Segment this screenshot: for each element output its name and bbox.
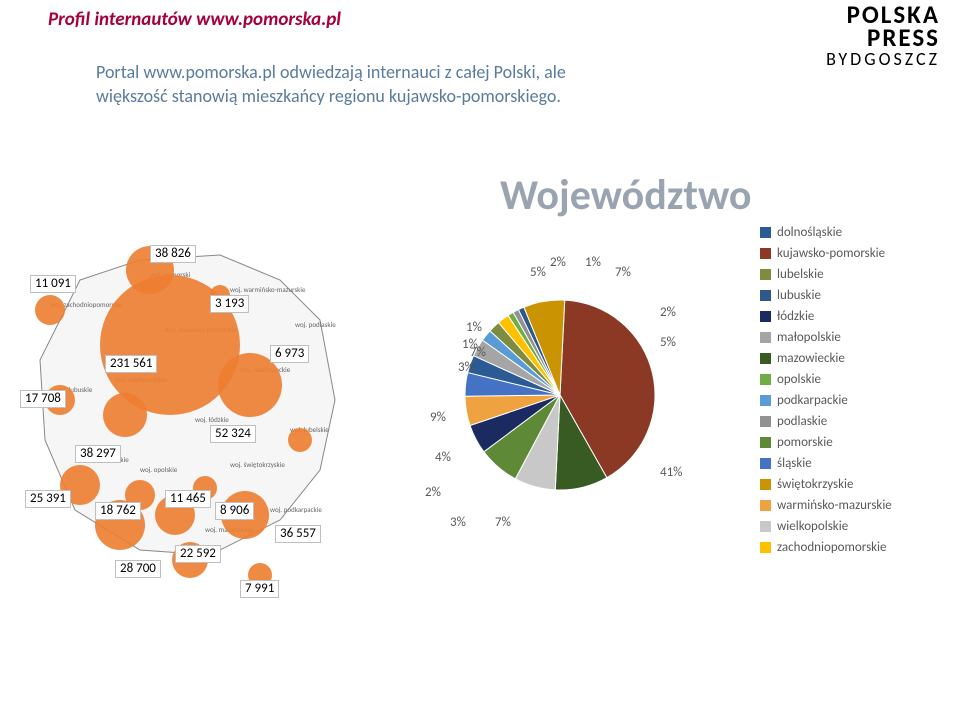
legend-label: śląskie [777,456,812,471]
map-value-label: 52 324 [210,425,256,443]
pie-label: 2% [550,255,566,270]
pie-label: 3% [458,360,474,375]
map-value-label: 22 592 [175,545,221,563]
map-value-label: 18 762 [95,502,141,520]
legend-label: dolnośląskie [777,225,842,240]
pie-chart: 41%9%7%7%5%5%4%3%3%2%2%2%1%1%1%7% [440,275,680,515]
legend-item: zachodniopomorskie [760,540,892,555]
legend-swatch [760,332,771,343]
legend-swatch [760,311,771,322]
legend-label: warmińsko-mazurskie [777,498,892,513]
legend-item: lubuskie [760,288,892,303]
map-value-label: 25 391 [25,490,71,508]
legend-label: pomorskie [777,435,833,450]
legend-swatch [760,290,771,301]
pie-label: 9% [430,410,446,425]
map-value-label: 11 465 [165,490,211,508]
map-value-label: 38 826 [150,245,196,263]
legend-item: śląskie [760,456,892,471]
page-subtitle: Portal www.pomorska.pl odwiedzają intern… [96,60,636,109]
legend-label: podkarpackie [777,393,848,408]
pie-label: 1% [585,255,601,270]
legend-swatch [760,227,771,238]
map-value-label: 17 708 [20,390,66,408]
pie-label: 5% [660,335,676,350]
chart-title: Województwo [500,170,752,221]
legend-item: dolnośląskie [760,225,892,240]
map-value-label: 11 091 [30,275,76,293]
legend-swatch [760,479,771,490]
legend-label: podlaskie [777,414,827,429]
map-value-label: 6 973 [270,345,309,363]
legend-item: podkarpackie [760,393,892,408]
legend-item: lubelskie [760,267,892,282]
map-bubble [288,428,312,452]
pie-label: 2% [660,305,676,320]
brand-block: POLSKA PRESS BYDGOSZCZ [826,4,940,67]
legend-label: wielkopolskie [777,519,848,534]
map-value-label: 231 561 [105,355,157,373]
legend-swatch [760,395,771,406]
map-bubble [103,393,147,437]
legend-item: pomorskie [760,435,892,450]
legend-item: łódzkie [760,309,892,324]
legend-item: małopolskie [760,330,892,345]
legend-item: podlaskie [760,414,892,429]
legend-swatch [760,458,771,469]
region-name: woj. warmińsko-mazurskie [230,285,305,294]
legend-label: świętokrzyskie [777,477,853,492]
map-value-label: 7 991 [240,580,279,598]
brand-line3: BYDGOSZCZ [826,51,940,67]
page-title: Profil internautów www.pomorska.pl [48,8,341,31]
brand-line2: PRESS [826,27,940,50]
pie-label: 1% [462,337,478,352]
legend-swatch [760,269,771,280]
pie-label: 2% [425,485,441,500]
map-chart: woj. pomorskiwoj. warmińsko-mazurskiewoj… [20,240,360,580]
region-name: woj. łódzkie [195,415,229,424]
map-value-label: 3 193 [210,295,249,313]
legend-label: mazowieckie [777,351,845,366]
pie-label: 5% [530,265,546,280]
pie-label: 7% [495,515,511,530]
header: Profil internautów www.pomorska.pl [48,8,341,31]
legend-swatch [760,437,771,448]
legend-item: opolskie [760,372,892,387]
map-value-label: 36 557 [275,525,321,543]
legend-item: warmińsko-mazurskie [760,498,892,513]
legend-swatch [760,353,771,364]
legend: dolnośląskie kujawsko-pomorskie lubelskie l… [760,225,892,561]
pie-label: 3% [450,515,466,530]
legend-label: kujawsko-pomorskie [777,246,885,261]
map-value-label: 8 906 [215,502,254,520]
map-value-label: 38 297 [75,445,121,463]
legend-item: kujawsko-pomorskie [760,246,892,261]
region-name: woj. podlaskie [295,320,336,329]
pie-label: 41% [660,465,682,480]
legend-swatch [760,374,771,385]
region-name: woj. opolskie [140,465,177,474]
map-value-label: 28 700 [115,560,161,578]
legend-swatch [760,542,771,553]
region-name: woj. świętokrzyskie [230,460,285,469]
legend-item: mazowieckie [760,351,892,366]
legend-swatch [760,416,771,427]
pie-svg [440,275,680,515]
pie-label: 1% [466,320,482,335]
region-name: woj. podkarpackie [270,505,322,514]
legend-item: świętokrzyskie [760,477,892,492]
legend-label: łódzkie [777,309,814,324]
legend-item: wielkopolskie [760,519,892,534]
legend-label: opolskie [777,372,821,387]
legend-label: zachodniopomorskie [777,540,887,555]
pie-label: 7% [615,265,631,280]
legend-swatch [760,500,771,511]
legend-label: małopolskie [777,330,841,345]
legend-label: lubuskie [777,288,821,303]
legend-swatch [760,521,771,532]
map-bubble [35,295,65,325]
legend-swatch [760,248,771,259]
pie-label: 4% [435,450,451,465]
legend-label: lubelskie [777,267,824,282]
